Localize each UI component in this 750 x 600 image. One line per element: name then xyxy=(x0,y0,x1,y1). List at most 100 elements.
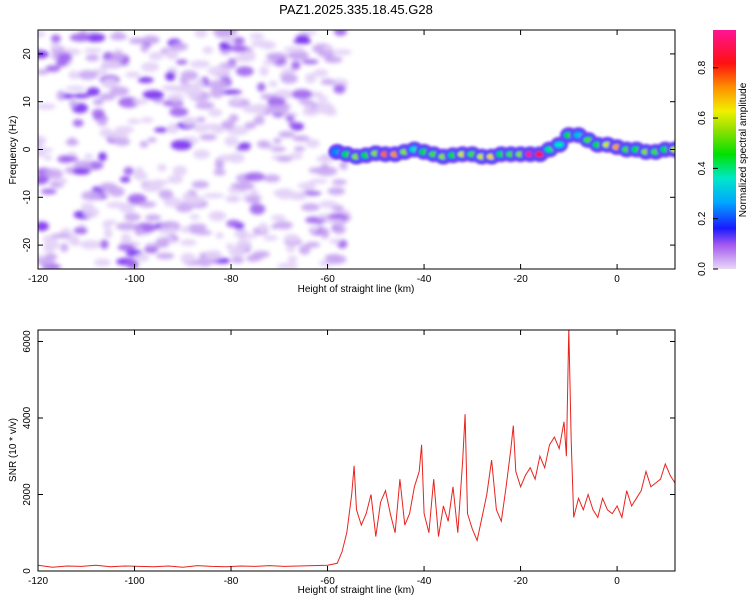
top-y-tick-label: -10 xyxy=(22,190,33,205)
noise-blob xyxy=(119,202,135,214)
snr-series-line xyxy=(38,330,675,568)
noise-blob xyxy=(69,33,91,42)
bottom-y-axis-label: SNR (10 * v/v) xyxy=(8,418,19,482)
noise-blob xyxy=(304,241,321,248)
noise-blob xyxy=(256,140,271,149)
noise-blob xyxy=(326,105,336,115)
noise-blob xyxy=(108,186,125,197)
noise-blob xyxy=(329,238,341,245)
noise-blob xyxy=(170,42,188,52)
noise-blob xyxy=(40,188,57,195)
noise-blob xyxy=(114,125,134,134)
bottom-y-tick-label: 4000 xyxy=(22,406,33,429)
noise-blob xyxy=(85,33,106,43)
noise-blob xyxy=(180,226,191,233)
noise-blob xyxy=(169,107,189,117)
noise-blob xyxy=(246,195,261,204)
noise-blob xyxy=(167,174,184,184)
noise-blob xyxy=(149,179,169,186)
noise-blob xyxy=(109,32,128,41)
ridge-core xyxy=(554,141,565,148)
noise-blob xyxy=(158,189,174,200)
noise-blob xyxy=(38,69,49,75)
noise-blob xyxy=(288,50,310,61)
noise-blob xyxy=(331,179,347,186)
noise-blob xyxy=(179,239,197,246)
noise-blob xyxy=(293,39,312,45)
noise-blob xyxy=(180,252,196,264)
noise-blob xyxy=(324,54,335,63)
bottom-x-tick-label: -20 xyxy=(513,576,528,587)
top-x-tick-label: -100 xyxy=(125,274,145,285)
noise-blob xyxy=(301,203,320,212)
noise-blob xyxy=(219,41,231,51)
noise-blob xyxy=(63,156,79,162)
noise-blob xyxy=(125,71,141,78)
noise-blob xyxy=(68,70,80,80)
noise-blob xyxy=(226,30,238,37)
noise-blob xyxy=(263,235,278,241)
noise-blob xyxy=(327,187,346,196)
noise-blob xyxy=(140,61,160,72)
noise-blob xyxy=(182,192,192,202)
top-x-tick-label: -120 xyxy=(28,274,48,285)
noise-blob xyxy=(167,123,179,134)
signal-ridge xyxy=(328,127,675,165)
noise-blob xyxy=(83,207,100,218)
noise-blob xyxy=(153,127,169,133)
noise-blob xyxy=(134,226,144,236)
noise-blob xyxy=(101,78,119,89)
noise-blob xyxy=(319,163,330,173)
noise-blob xyxy=(193,149,211,159)
noise-blob xyxy=(212,125,225,134)
noise-blob xyxy=(276,262,299,269)
noise-blob xyxy=(301,59,319,65)
bottom-x-tick-label: -40 xyxy=(417,576,432,587)
noise-blob xyxy=(225,36,235,44)
noise-blob xyxy=(148,51,164,61)
noise-blob xyxy=(319,200,338,209)
noise-blob xyxy=(244,172,266,182)
noise-blob xyxy=(106,131,129,140)
noise-blob xyxy=(38,174,50,185)
noise-blob xyxy=(180,70,199,81)
top-y-tick-label: 0 xyxy=(22,146,33,152)
noise-blob xyxy=(194,30,208,38)
noise-blob xyxy=(166,94,185,101)
noise-blob xyxy=(38,50,49,59)
noise-blob xyxy=(103,228,113,239)
noise-blob xyxy=(38,135,47,146)
noise-blob xyxy=(157,227,179,235)
noise-blob xyxy=(45,65,61,73)
noise-blob xyxy=(65,85,86,92)
noise-blob xyxy=(195,101,215,110)
noise-blob xyxy=(230,96,242,104)
noise-blob xyxy=(213,168,226,176)
noise-blob xyxy=(244,121,257,130)
noise-blob xyxy=(305,139,320,148)
noise-blob xyxy=(283,46,306,53)
noise-blob xyxy=(213,212,226,219)
noise-blob xyxy=(221,120,235,130)
noise-blob xyxy=(291,89,313,100)
bottom-y-tick-label: 2000 xyxy=(22,483,33,506)
noise-blob xyxy=(175,59,188,65)
noise-blob xyxy=(68,99,78,108)
noise-blob xyxy=(231,36,245,45)
noise-blob xyxy=(288,191,308,199)
noise-blob xyxy=(225,243,235,250)
colorbar-tick-label: 0.8 xyxy=(697,60,708,74)
noise-blob xyxy=(80,202,94,210)
top-y-tick-label: 20 xyxy=(22,48,33,60)
colorbar-tick-label: 0.4 xyxy=(697,161,708,175)
top-x-axis-label: Height of straight line (km) xyxy=(298,284,415,295)
noise-blob xyxy=(126,118,141,125)
noise-blob xyxy=(218,154,238,162)
noise-blob xyxy=(182,116,198,127)
noise-blob xyxy=(72,119,84,127)
noise-blob xyxy=(101,59,122,69)
noise-blob xyxy=(113,137,131,146)
noise-blob xyxy=(119,176,131,183)
